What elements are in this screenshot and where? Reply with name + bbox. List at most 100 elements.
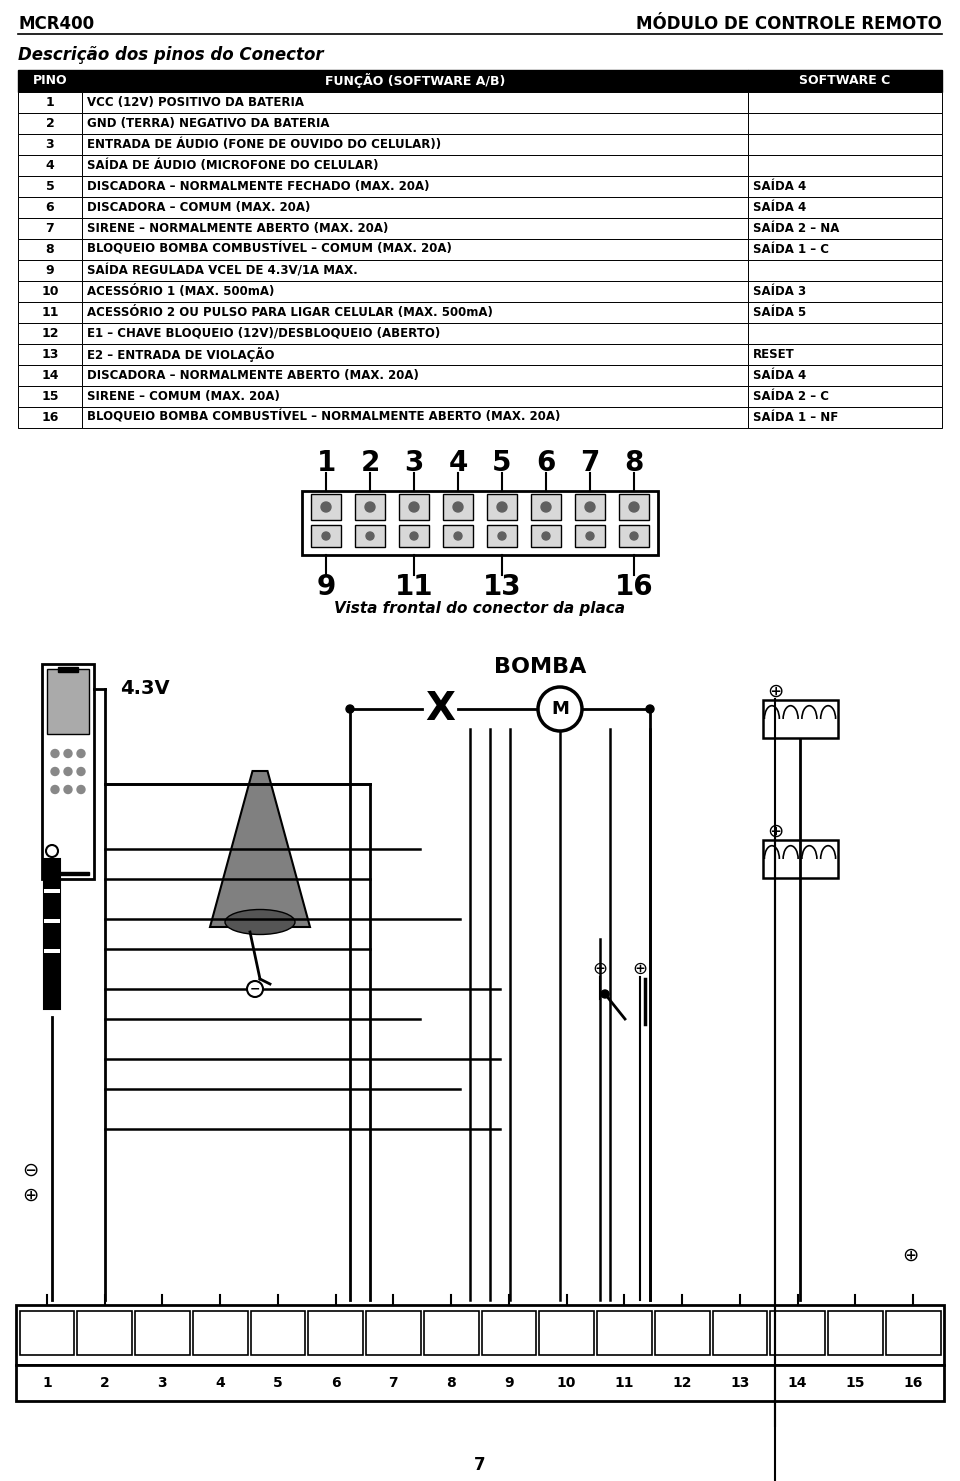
Bar bbox=[18, 323, 82, 344]
Circle shape bbox=[453, 502, 463, 512]
Text: SAÍDA 1 – NF: SAÍDA 1 – NF bbox=[753, 412, 838, 424]
Bar bbox=[18, 281, 82, 302]
Text: 2: 2 bbox=[360, 449, 380, 477]
Text: SAÍDA 4: SAÍDA 4 bbox=[753, 369, 806, 382]
Text: 5: 5 bbox=[273, 1376, 283, 1391]
Text: 9: 9 bbox=[46, 264, 55, 277]
Bar bbox=[82, 387, 748, 407]
Bar bbox=[748, 176, 942, 197]
Text: SOFTWARE C: SOFTWARE C bbox=[800, 74, 891, 87]
Text: ⊕: ⊕ bbox=[767, 822, 783, 841]
Text: 11: 11 bbox=[614, 1376, 635, 1391]
Text: X: X bbox=[425, 690, 455, 729]
Bar bbox=[16, 1365, 944, 1401]
Text: 4: 4 bbox=[215, 1376, 225, 1391]
Bar bbox=[18, 92, 82, 113]
Bar bbox=[18, 261, 82, 281]
Text: BLOQUEIO BOMBA COMBUSTÍVEL – COMUM (MAX. 20A): BLOQUEIO BOMBA COMBUSTÍVEL – COMUM (MAX.… bbox=[87, 243, 452, 256]
Text: RESET: RESET bbox=[753, 348, 795, 361]
Bar bbox=[302, 492, 658, 555]
Text: BOMBA: BOMBA bbox=[493, 658, 587, 677]
Text: 4.3V: 4.3V bbox=[120, 680, 170, 699]
Text: SAÍDA 3: SAÍDA 3 bbox=[753, 284, 806, 298]
Bar bbox=[82, 218, 748, 238]
Circle shape bbox=[630, 532, 638, 541]
Bar bbox=[443, 495, 473, 520]
Bar bbox=[82, 197, 748, 218]
Bar bbox=[82, 261, 748, 281]
Bar bbox=[82, 344, 748, 364]
Bar bbox=[762, 701, 837, 738]
Bar bbox=[531, 495, 561, 520]
Bar bbox=[44, 949, 60, 952]
Circle shape bbox=[64, 749, 72, 757]
Text: MCR400: MCR400 bbox=[18, 15, 94, 33]
Circle shape bbox=[51, 785, 59, 794]
Text: ENTRADA DE ÁUDIO (FONE DE OUVIDO DO CELULAR)): ENTRADA DE ÁUDIO (FONE DE OUVIDO DO CELU… bbox=[87, 138, 442, 151]
Text: 4: 4 bbox=[46, 158, 55, 172]
Bar bbox=[58, 666, 78, 672]
Text: SAÍDA 2 – NA: SAÍDA 2 – NA bbox=[753, 222, 839, 235]
Text: DISCADORA – NORMALMENTE FECHADO (MAX. 20A): DISCADORA – NORMALMENTE FECHADO (MAX. 20… bbox=[87, 181, 429, 193]
Circle shape bbox=[542, 532, 550, 541]
Text: Descrição dos pinos do Conector: Descrição dos pinos do Conector bbox=[18, 46, 324, 64]
Text: 15: 15 bbox=[846, 1376, 865, 1391]
Bar bbox=[18, 133, 82, 156]
Circle shape bbox=[586, 532, 594, 541]
Bar bbox=[619, 524, 649, 546]
Text: 2: 2 bbox=[100, 1376, 109, 1391]
Bar bbox=[82, 156, 748, 176]
Bar bbox=[135, 1311, 190, 1355]
Bar bbox=[770, 1311, 825, 1355]
Text: SAÍDA 2 – C: SAÍDA 2 – C bbox=[753, 390, 829, 403]
Text: SAÍDA DE ÁUDIO (MICROFONE DO CELULAR): SAÍDA DE ÁUDIO (MICROFONE DO CELULAR) bbox=[87, 158, 378, 172]
Bar bbox=[82, 281, 748, 302]
Bar bbox=[251, 1311, 305, 1355]
Bar bbox=[18, 113, 82, 133]
Bar bbox=[308, 1311, 363, 1355]
Text: 7: 7 bbox=[580, 449, 600, 477]
Text: 4: 4 bbox=[448, 449, 468, 477]
Bar bbox=[575, 524, 605, 546]
Bar bbox=[748, 92, 942, 113]
Text: DISCADORA – COMUM (MAX. 20A): DISCADORA – COMUM (MAX. 20A) bbox=[87, 201, 310, 213]
Text: SIRENE – COMUM (MAX. 20A): SIRENE – COMUM (MAX. 20A) bbox=[87, 390, 280, 403]
Text: ⊕: ⊕ bbox=[901, 1246, 918, 1265]
Bar bbox=[18, 70, 82, 92]
Bar bbox=[748, 133, 942, 156]
Bar bbox=[531, 524, 561, 546]
Bar bbox=[619, 495, 649, 520]
Circle shape bbox=[366, 532, 374, 541]
Text: 12: 12 bbox=[672, 1376, 692, 1391]
Bar bbox=[748, 261, 942, 281]
Text: 12: 12 bbox=[41, 327, 59, 341]
Text: 2: 2 bbox=[46, 117, 55, 130]
Bar bbox=[443, 524, 473, 546]
Text: BLOQUEIO BOMBA COMBUSTÍVEL – NORMALMENTE ABERTO (MAX. 20A): BLOQUEIO BOMBA COMBUSTÍVEL – NORMALMENTE… bbox=[87, 412, 561, 424]
Circle shape bbox=[51, 767, 59, 776]
Text: E1 – CHAVE BLOQUEIO (12V)/DESBLOQUEIO (ABERTO): E1 – CHAVE BLOQUEIO (12V)/DESBLOQUEIO (A… bbox=[87, 327, 441, 341]
Text: −: − bbox=[250, 982, 260, 995]
Circle shape bbox=[454, 532, 462, 541]
Bar bbox=[311, 524, 341, 546]
Bar bbox=[712, 1311, 767, 1355]
Circle shape bbox=[409, 502, 419, 512]
Text: ⊖: ⊖ bbox=[22, 1161, 38, 1179]
Bar bbox=[748, 344, 942, 364]
Bar bbox=[748, 156, 942, 176]
Bar bbox=[18, 218, 82, 238]
Bar bbox=[748, 323, 942, 344]
Text: 11: 11 bbox=[395, 573, 433, 601]
Bar bbox=[44, 889, 60, 893]
Circle shape bbox=[46, 846, 58, 857]
Text: SAÍDA 4: SAÍDA 4 bbox=[753, 181, 806, 193]
Text: 6: 6 bbox=[537, 449, 556, 477]
Bar bbox=[18, 302, 82, 323]
Circle shape bbox=[498, 532, 506, 541]
Text: 13: 13 bbox=[731, 1376, 750, 1391]
Text: 9: 9 bbox=[504, 1376, 514, 1391]
Text: 1: 1 bbox=[42, 1376, 52, 1391]
Bar bbox=[423, 1311, 478, 1355]
Bar bbox=[82, 238, 748, 261]
Bar bbox=[18, 364, 82, 387]
